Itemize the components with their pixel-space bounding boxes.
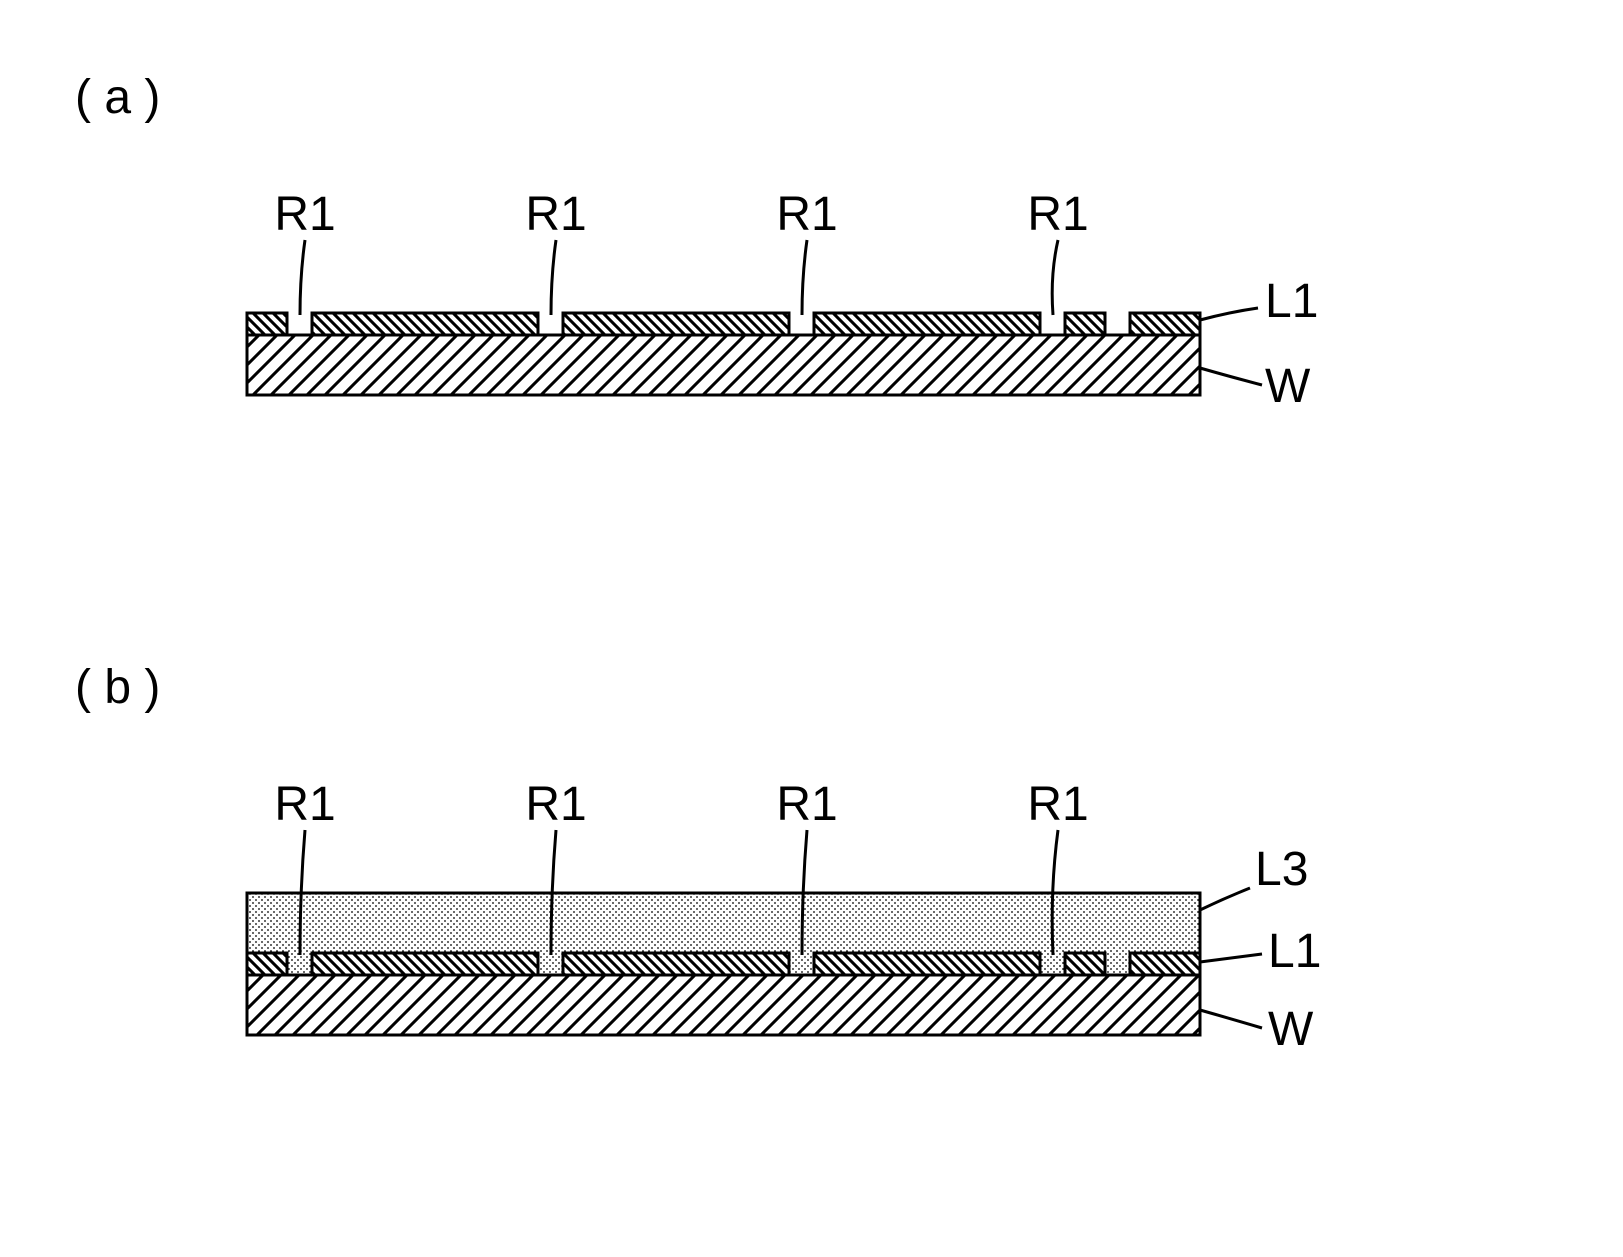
panel-b-svg: R1 R1 R1 R1 L3 L1 W xyxy=(180,770,1380,1080)
panel-b-label: ( b ) xyxy=(75,660,160,715)
l3-gap xyxy=(1040,953,1065,975)
callout-l1: L1 xyxy=(1265,275,1318,328)
callout-l1: L1 xyxy=(1268,925,1321,978)
substrate-w xyxy=(247,975,1200,1035)
right-leaders xyxy=(1200,308,1262,385)
panel-a-label: ( a ) xyxy=(75,70,160,125)
l1-seg xyxy=(1065,313,1105,335)
l3-gap xyxy=(789,953,814,975)
l1-seg xyxy=(814,313,1040,335)
callout-r1: R1 xyxy=(776,188,837,241)
callout-r1: R1 xyxy=(274,778,335,831)
l1-seg xyxy=(312,313,538,335)
callout-r1: R1 xyxy=(525,778,586,831)
callout-r1: R1 xyxy=(274,188,335,241)
callout-r1: R1 xyxy=(525,188,586,241)
substrate-w xyxy=(247,335,1200,395)
l1-seg xyxy=(247,313,287,335)
l3-gap xyxy=(538,953,563,975)
panel-a-svg: R1 R1 R1 R1 L1 W xyxy=(180,180,1380,430)
layer-l1-group xyxy=(247,313,1200,335)
right-leaders xyxy=(1200,888,1262,1028)
l3-gap xyxy=(1105,953,1130,975)
l1-seg xyxy=(247,953,287,975)
layer-l3-top xyxy=(247,893,1200,953)
l1-seg xyxy=(563,953,789,975)
top-leaders xyxy=(300,240,1058,315)
l1-seg xyxy=(563,313,789,335)
callout-w: W xyxy=(1265,360,1311,413)
l1-seg xyxy=(814,953,1040,975)
callout-l3: L3 xyxy=(1255,843,1308,896)
l1-seg xyxy=(1130,953,1200,975)
l1-seg xyxy=(1065,953,1105,975)
l1-seg xyxy=(1130,313,1200,335)
callout-w: W xyxy=(1268,1003,1314,1056)
callout-r1: R1 xyxy=(776,778,837,831)
l3-gap xyxy=(287,953,312,975)
l1-seg xyxy=(312,953,538,975)
callout-r1: R1 xyxy=(1027,778,1088,831)
callout-r1: R1 xyxy=(1027,188,1088,241)
